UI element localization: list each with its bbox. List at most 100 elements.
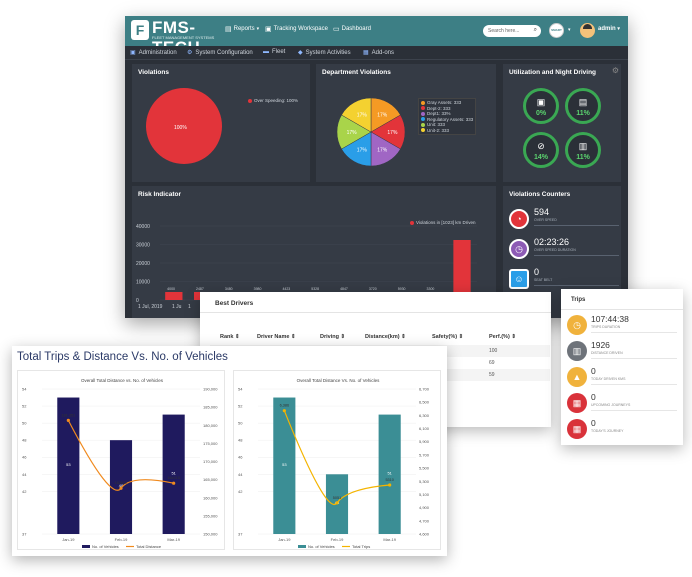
point-data-label: 164015 [167,476,180,480]
line-point[interactable] [335,501,339,505]
legend-swatch [298,545,306,548]
trip-value: 1926 [591,340,610,350]
gauge-utilization-truck[interactable]: ▤ 11% [565,88,601,124]
counter-label: OVER SPEED [534,218,557,222]
pie-slice[interactable] [341,97,372,133]
y2-tick-label: 6,300 [419,413,430,418]
line-point[interactable] [172,481,176,485]
user-avatar[interactable] [580,23,595,38]
user-name: admin [598,26,616,32]
y2-tick-label: 6,500 [419,400,430,405]
y-tick-label: 44 [238,472,243,477]
chart-bar[interactable] [273,397,296,534]
x-tick-label: 1 [188,304,191,310]
gauge-night-truck[interactable]: ▥ 11% [565,132,601,168]
nav-tracking-workspace[interactable]: ▣ Tracking Workspace [265,25,328,33]
line-point[interactable] [119,486,123,490]
bar-data-label: 5930 [398,287,406,291]
bar-data-label: 51 [171,470,176,475]
legend-item: Regulatory Assets: 333 [421,117,473,123]
nav-dashboard[interactable]: ▭ Dashboard [333,25,371,33]
app-avatar[interactable]: SMART FMS [549,23,564,45]
y2-tick-label: 6,700 [419,387,430,392]
chart-bar[interactable] [378,414,401,534]
chart-distance-vs-vehicles: Overall Total Distance vs. No. of Vehicl… [17,370,225,550]
violations-pie: 100% [146,88,222,164]
pie-slice-label: 17% [377,148,388,154]
legend-label: Gray Assets: 333 [427,100,462,105]
line-point[interactable] [282,409,286,413]
column-driver-name[interactable]: Driver Name ⇕ [257,334,296,340]
y2-tick-label: 5,900 [419,439,430,444]
gauge-night-ban[interactable]: ⊘ 14% [523,132,559,168]
utilization-title: Utilization and Night Driving [509,69,597,76]
trip-upcoming-journeys[interactable]: ▦ 0 UPCOMING JOURNEYS [567,392,679,416]
trip-distance[interactable]: ▥ 1926 DISTANCE DRIVEN [567,340,679,364]
main-menu: ▣ Administration ⚙ System Configuration ▬ F… [125,46,628,60]
trip-todays-journey[interactable]: ▦ 0 TODAY'S JOURNEY [567,418,679,442]
risk-bar[interactable] [165,292,183,300]
counter-seat-belt[interactable]: ☺ 0 SEAT BELT [509,267,619,293]
menu-system-activities[interactable]: ◆ System Activities [298,49,351,56]
counter-over-speed[interactable]: ◔ 594 OVER SPEED [509,207,619,233]
pie-slice-label: 17% [357,112,368,118]
y2-tick-label: 4,600 [419,532,430,537]
divider [534,225,619,226]
menu-add-ons[interactable]: ▦ Add-ons [363,49,394,56]
trip-label: TRIPS DURATION [591,325,621,329]
line-point[interactable] [66,418,70,422]
column-safety[interactable]: Safety(%) ⇕ [432,334,463,340]
legend-dot [421,128,425,133]
column-rank[interactable]: Rank ⇕ [220,334,240,340]
logo-mark: F [131,20,149,40]
pie-slice-over-speeding[interactable] [146,88,222,164]
user-menu[interactable]: admin ▾ [598,26,620,32]
column-label: Perf.(%) [489,334,510,340]
gear-icon[interactable]: ⚙ [611,66,619,75]
seatbelt-icon: ☺ [509,269,529,289]
logo-subtitle: FLEET MANAGEMENT SYSTEMS [152,35,215,40]
divider [591,384,677,385]
chevron-down-icon[interactable]: ▾ [568,27,571,33]
table-row[interactable]: 69 [210,357,550,369]
trips-title: Trips [571,297,586,303]
y2-tick-label: 180,000 [203,423,218,428]
legend-item: Dept-2: 333 [421,106,473,112]
column-distance[interactable]: Distance(km) ⇕ [365,334,406,340]
point-data-label: 6,386 [280,404,290,408]
counter-label: SEAT BELT [534,278,553,282]
bar-data-label: 3480 [225,287,233,291]
y-tick-label: 42 [238,489,243,494]
line-point[interactable] [388,483,392,487]
counter-over-speed-duration[interactable]: ◷ 02:23:26 OVER SPEED DURATION [509,237,619,263]
nav-reports[interactable]: ▤ Reports ▾ [225,25,259,33]
chart-title: Overall Total Distance Vs. No. of Vehicl… [297,378,380,383]
menu-fleet[interactable]: ▬ Fleet [263,49,285,55]
trip-duration[interactable]: ◷ 107:44:38 TRIPS DURATION [567,314,679,338]
gauge-value: 11% [576,110,590,117]
gauge-utilization-bus[interactable]: ▣ 0% [523,88,559,124]
column-label: Distance(km) [365,334,400,340]
divider [591,410,677,411]
y-tick-label: 48 [22,438,27,443]
point-data-label: 181,351 [61,413,75,417]
trip-today-km[interactable]: ▲ 0 TODAY DRIVEN KMS [567,366,679,390]
column-driving[interactable]: Driving ⇕ [320,334,345,340]
column-performance[interactable]: Perf.(%) ⇕ [489,334,516,340]
legend-item: Unit: 333 [421,122,473,128]
column-label: Safety(%) [432,334,458,340]
logo[interactable]: F FMS-TECH FLEET MANAGEMENT SYSTEMS [131,18,223,57]
menu-administration[interactable]: ▣ Administration [130,49,177,56]
menu-system-configuration[interactable]: ⚙ System Configuration [187,49,253,56]
search-icon[interactable]: ⌕ [533,27,537,33]
pie-slice-label: 17% [347,130,358,136]
legend-dot [421,122,425,127]
bar-data-label: 3980 [254,287,262,291]
menu-label: System Configuration [195,50,253,56]
counter-value: 594 [534,207,550,217]
chart-bar[interactable] [162,414,185,534]
risk-bar[interactable] [453,240,471,300]
search-input[interactable]: Search here... ⌕ [483,25,541,37]
y2-tick-label: 150,000 [203,532,218,537]
combo-chart: Overall Total Distance vs. No. of Vehicl… [22,378,218,549]
